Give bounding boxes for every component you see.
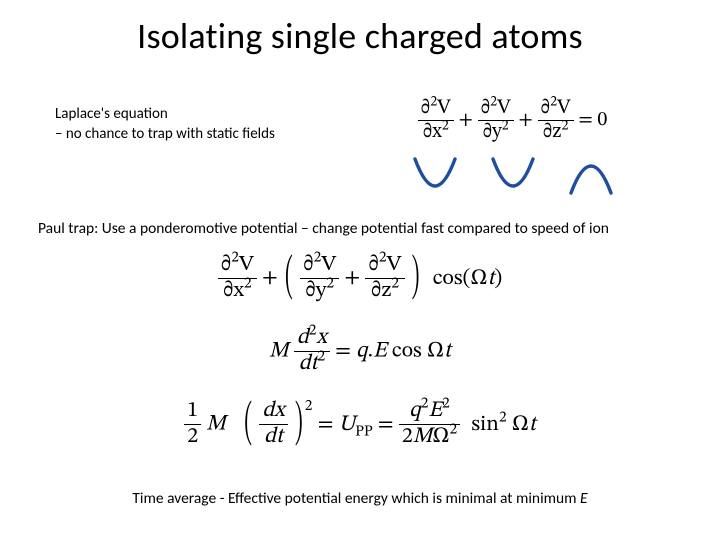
laplace-caption: Laplace's equation – no chance to trap w… (55, 98, 355, 145)
slide-title: Isolating single charged atoms (20, 0, 700, 58)
parabola-glyphs (410, 155, 616, 197)
newton-equation: M d2xdt2 = q.E cos Ωt (269, 327, 451, 376)
parabola-up-icon (566, 155, 616, 197)
parabola-down-icon (410, 155, 460, 197)
paul-trap-text: Paul trap: Use a ponderomotive potential… (20, 219, 700, 238)
parabola-down-icon (488, 155, 538, 197)
laplace-line2: – no chance to trap with static fields (55, 125, 275, 143)
laplace-right-block: ∂2V∂x2 + ∂2V∂y2 + ∂2V∂z2 = 0 (355, 98, 670, 197)
laplace-rhs: = 0 (578, 110, 607, 130)
paul-equation: ∂2V∂x2 + ( ∂2V∂y2 + ∂2V∂z2 ) cos(Ωt) (218, 254, 503, 303)
laplace-row: Laplace's equation – no chance to trap w… (20, 98, 700, 197)
equation-block: ∂2V∂x2 + ( ∂2V∂y2 + ∂2V∂z2 ) cos(Ωt) M d… (20, 254, 700, 450)
bottom-text: Time average - Effective potential energ… (132, 489, 580, 508)
bottom-italic-E: E (580, 489, 588, 508)
energy-equation: 12 M ( dxdt )2 = UPP = q2E22MΩ2 sin2 Ωt (184, 400, 536, 449)
bottom-summary: Time average - Effective potential energ… (0, 489, 720, 508)
laplace-equation: ∂2V∂x2 + ∂2V∂y2 + ∂2V∂z2 = 0 (418, 98, 608, 143)
laplace-line1: Laplace's equation (55, 105, 168, 123)
